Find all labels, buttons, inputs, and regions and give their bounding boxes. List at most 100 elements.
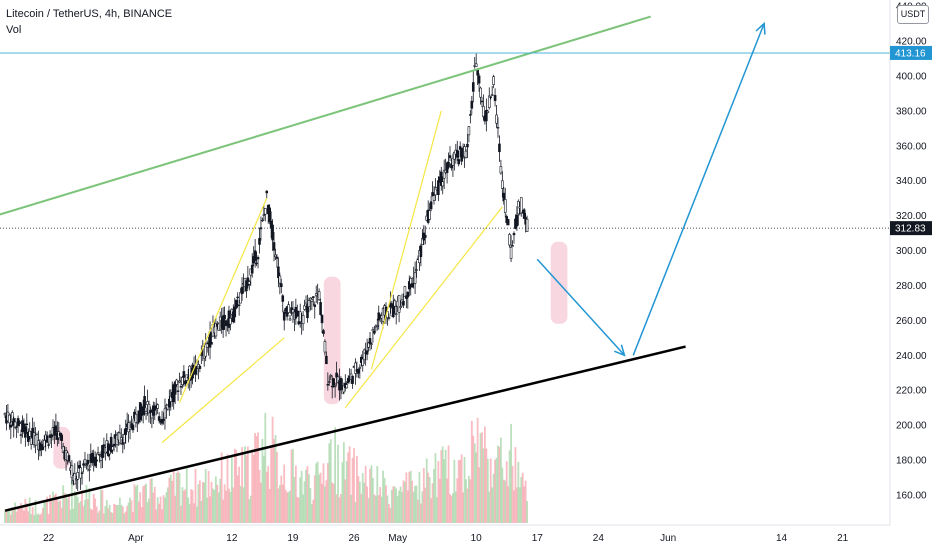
volume-bar (511, 465, 514, 523)
volume-bar (344, 479, 347, 523)
volume-bar (91, 509, 94, 523)
volume-bar (305, 469, 307, 523)
candle-body (298, 311, 302, 322)
volume-bar (245, 455, 248, 523)
volume-bar (209, 496, 211, 523)
candle-body (160, 418, 164, 424)
candle-body (387, 317, 391, 319)
volume-bar (14, 502, 17, 523)
candle-body (181, 377, 184, 385)
volume-bar (294, 465, 297, 523)
time-tick-label: 14 (776, 533, 788, 544)
candle-body (96, 452, 100, 455)
volume-bar (126, 505, 129, 523)
candle-body (362, 349, 366, 361)
volume-bar (188, 503, 191, 523)
volume-bar (246, 446, 249, 523)
volume-bar (431, 483, 434, 523)
candle-body (499, 166, 503, 174)
volume-bar (488, 491, 491, 523)
candle-body (134, 413, 138, 424)
volume-bar (373, 494, 376, 523)
volume-bar (260, 482, 262, 523)
volume-bar (164, 497, 166, 523)
volume-bar (18, 507, 21, 523)
volume-bar (469, 479, 472, 523)
volume-bar (213, 489, 216, 523)
volume-bar (329, 439, 332, 523)
candle-body (329, 374, 333, 377)
candle-body (29, 437, 33, 445)
candle-body (25, 423, 29, 426)
volume-bar (399, 486, 402, 523)
volume-bar (276, 451, 278, 523)
volume-bar (12, 508, 15, 523)
volume-bar (470, 420, 473, 523)
candle-body (136, 421, 139, 424)
time-tick-label: Jun (660, 533, 676, 544)
candle-body (268, 207, 271, 223)
candle-body (450, 163, 453, 169)
candle-body (282, 311, 286, 321)
volume-bar (212, 488, 214, 523)
volume-bar (271, 416, 274, 523)
volume-bar (251, 449, 254, 523)
candle-body (437, 180, 440, 196)
candle-body (482, 106, 485, 118)
last-price-tag (890, 221, 932, 236)
volume-bar (292, 449, 294, 523)
volume-bar (495, 457, 498, 523)
volume-bar (110, 512, 113, 523)
candle-body (442, 169, 446, 179)
volume-bar (267, 466, 270, 523)
volume-bar (514, 447, 517, 523)
volume-bar (191, 490, 194, 523)
candle-body (41, 446, 45, 450)
volume-indicator-label[interactable]: Vol (6, 24, 22, 36)
candle-body (173, 381, 177, 395)
candle-body (175, 379, 178, 385)
volume-bar (25, 503, 28, 523)
volume-bar (46, 496, 49, 523)
candle-body (466, 143, 469, 148)
candle-body (335, 372, 338, 378)
candle-body (60, 434, 64, 442)
volume-bar (337, 444, 339, 523)
volume-bar (395, 488, 398, 523)
candle-body (50, 434, 53, 438)
volume-bar (504, 480, 507, 523)
candle-body (375, 325, 379, 327)
volume-bar (376, 466, 379, 523)
candle-body (253, 250, 257, 261)
candle-body (239, 292, 242, 304)
volume-bar (398, 490, 401, 523)
volume-bar (172, 468, 175, 523)
volume-bar (310, 504, 313, 523)
candle-body (3, 413, 7, 416)
volume-bar (270, 445, 273, 523)
volume-bar (268, 489, 271, 523)
candle-body (406, 291, 410, 298)
volume-bar (465, 479, 467, 523)
volume-bar (507, 486, 510, 523)
candle-body (61, 446, 65, 453)
candle-body (147, 403, 151, 414)
volume-bar (121, 506, 124, 523)
volume-bar (427, 472, 430, 523)
candle-body (176, 390, 180, 392)
volume-bar (8, 508, 11, 523)
lower-support-trendline (4, 345, 686, 512)
candle-body (102, 444, 106, 447)
volume-bar (481, 432, 483, 523)
volume-bar (321, 483, 323, 523)
volume-bar (31, 507, 34, 523)
volume-bar (229, 491, 232, 523)
volume-bar (517, 461, 520, 523)
volume-bar (62, 485, 65, 523)
volume-bar (449, 494, 451, 523)
candle-body (26, 432, 30, 442)
candle-body (393, 300, 397, 307)
volume-bar (484, 426, 486, 523)
currency-button[interactable]: USDT (897, 5, 929, 24)
